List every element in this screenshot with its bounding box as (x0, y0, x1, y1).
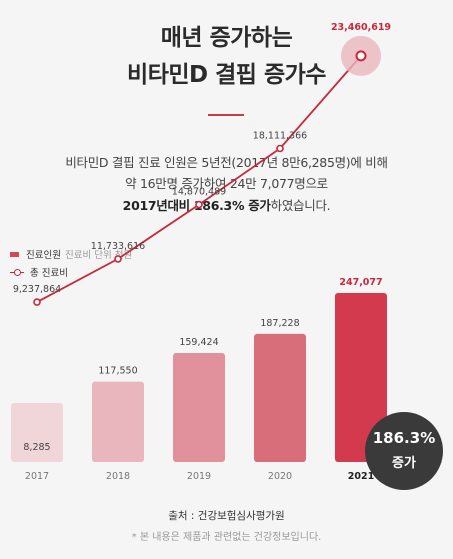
bar-label-2018: 117,550 (98, 366, 137, 377)
x-tick-2017: 2017 (25, 471, 49, 482)
legend-line-label: 총 진료비 (30, 268, 68, 279)
line-label-2017: 9,237,864 (13, 284, 61, 295)
line-series-total-cost (36, 55, 362, 303)
page-title-line1: 매년 증가하는 (160, 25, 293, 51)
x-tick-2020: 2020 (268, 471, 292, 482)
line-point-2021 (355, 50, 367, 62)
bar-label-2021: 247,077 (339, 277, 382, 288)
source-text: 출처 : 건강보험심사평가원 (168, 510, 285, 522)
line-label-2020: 18,111,366 (253, 130, 307, 141)
line-label-2021: 23,460,619 (331, 22, 391, 33)
badge-value: 186.3% (372, 429, 436, 447)
bar-2021 (335, 293, 387, 462)
description-line3-rest: 하였습니다. (270, 198, 331, 213)
line-point-2019 (195, 200, 203, 209)
legend-item-line: 총 진료비 (10, 265, 68, 279)
line-point-2020 (276, 144, 284, 153)
x-tick-2019: 2019 (187, 471, 211, 482)
description-line1: 비타민D 결핍 진료 인원은 5년전(2017년 8만6,285명)에 비해 (65, 155, 388, 170)
line-label-2019: 14,870,489 (172, 187, 226, 198)
page-title-line2: 비타민D 결핍 증가수 (127, 62, 326, 88)
disclaimer-note: * 본 내용은 제품과 관련없는 건강정보입니다. (131, 532, 322, 543)
bar-label-2017: 8,285 (23, 442, 50, 453)
bar-2018 (92, 381, 144, 462)
legend-bar-swatch (10, 251, 19, 257)
legend-item-bar: 진료인원 진료비 단위 천원 (10, 247, 132, 261)
title-divider (208, 114, 244, 116)
legend-bar-label: 진료인원 (26, 250, 61, 261)
bar-label-2020: 187,228 (260, 318, 299, 329)
legend-line-swatch (10, 268, 24, 276)
line-point-2018 (114, 255, 122, 263)
bar-2019 (173, 352, 225, 462)
bar-2017 (11, 402, 63, 462)
increase-badge: 186.3% 증가 (365, 412, 443, 490)
line-point-2017 (33, 298, 41, 306)
x-tick-2021: 2021 (348, 471, 374, 482)
description-line2: 약 16만명 증가하여 24만 7,077명으로 (125, 176, 328, 191)
x-tick-2018: 2018 (106, 471, 130, 482)
bar-2020 (254, 333, 306, 462)
badge-label: 증가 (392, 456, 416, 471)
line-label-2018: 11,733,616 (91, 241, 145, 252)
legend-bar-sub: 진료비 단위 천원 (64, 250, 133, 261)
bar-label-2019: 159,424 (179, 337, 218, 348)
